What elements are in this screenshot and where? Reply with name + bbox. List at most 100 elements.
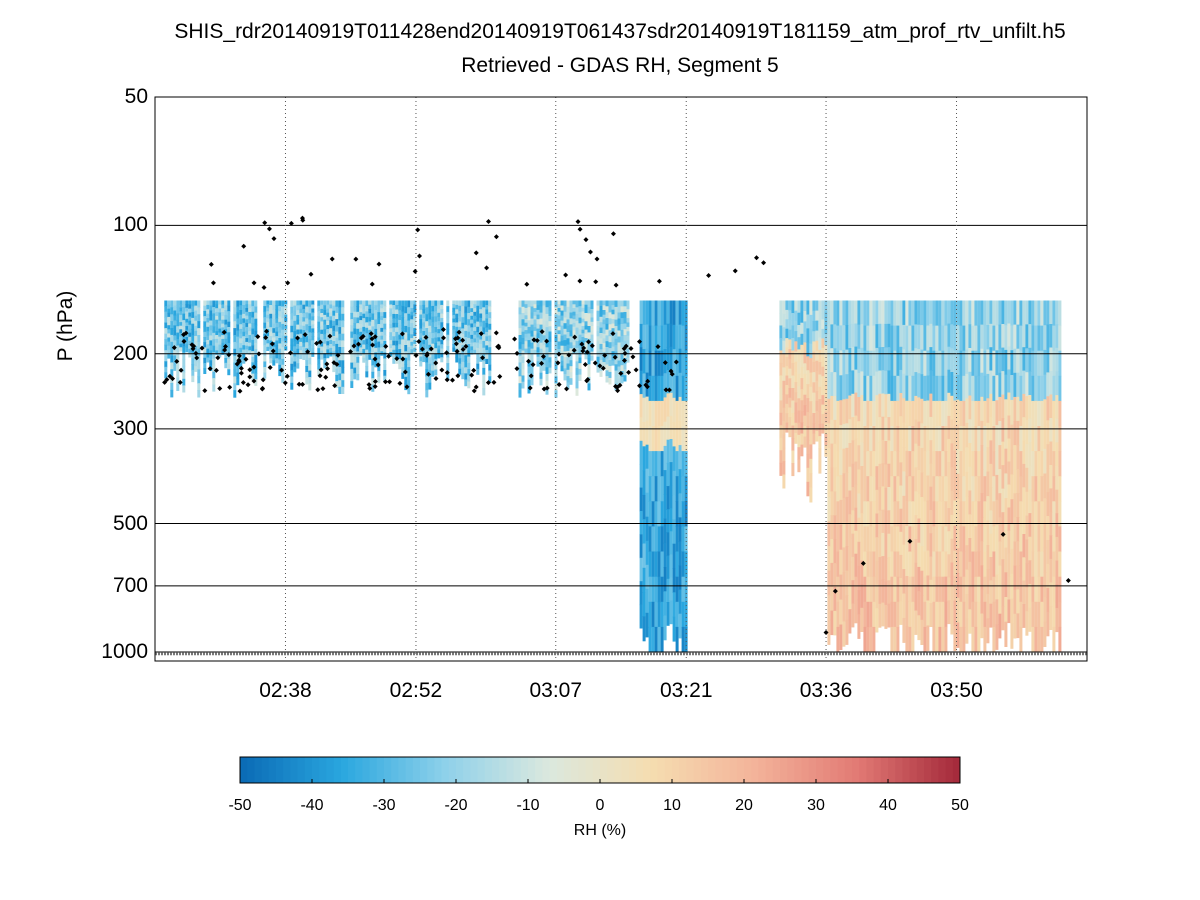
heatmap-cell <box>863 451 867 477</box>
heatmap-cell <box>218 332 222 338</box>
heatmap-cell <box>584 300 588 306</box>
heatmap-cell <box>389 304 393 310</box>
heatmap-cell <box>851 323 855 348</box>
heatmap-cell <box>785 338 789 349</box>
heatmap-cell <box>1055 442 1059 467</box>
heatmap-cell <box>974 426 978 452</box>
heatmap-cell <box>329 304 333 310</box>
heatmap-cell <box>299 350 303 355</box>
heatmap-cell <box>323 348 327 354</box>
heatmap-cell <box>239 310 243 316</box>
heatmap-cell <box>917 445 921 471</box>
colorbar-swatch <box>254 757 263 783</box>
heatmap-cell <box>422 304 426 310</box>
heatmap-cell <box>248 338 252 344</box>
heatmap-cell <box>359 331 363 337</box>
heatmap-cell <box>681 426 685 452</box>
heatmap-cell <box>293 305 297 312</box>
heatmap-cell <box>923 375 927 402</box>
heatmap-cell <box>968 348 972 373</box>
heatmap-cell <box>185 344 189 349</box>
heatmap-cell <box>320 342 324 348</box>
heatmap-cell <box>617 372 621 380</box>
heatmap-cell <box>203 337 207 343</box>
heatmap-cell <box>212 339 216 347</box>
heatmap-cell <box>428 306 432 314</box>
heatmap-cell <box>566 382 570 390</box>
heatmap-cell <box>818 399 822 412</box>
heatmap-cell <box>536 361 540 367</box>
heatmap-cell <box>581 322 585 327</box>
heatmap-cell <box>218 336 222 342</box>
heatmap-cell <box>218 340 222 346</box>
heatmap-cell <box>437 321 441 326</box>
heatmap-cell <box>657 350 661 377</box>
cloud-top-marker <box>227 384 233 390</box>
heatmap-cell <box>326 308 330 314</box>
heatmap-cell <box>1010 300 1014 326</box>
heatmap-cell <box>854 392 858 417</box>
heatmap-cell <box>539 378 543 386</box>
heatmap-cell <box>956 498 960 525</box>
heatmap-cell <box>1010 598 1014 624</box>
heatmap-cell <box>1055 347 1059 372</box>
heatmap-cell <box>326 329 330 334</box>
heatmap-cell <box>890 325 894 352</box>
heatmap-cell <box>782 354 786 369</box>
heatmap-cell <box>932 626 936 653</box>
heatmap-cell <box>884 441 888 465</box>
heatmap-cell <box>362 322 366 328</box>
heatmap-cell <box>938 551 942 578</box>
heatmap-cell <box>320 346 324 352</box>
heatmap-cell <box>863 551 867 578</box>
heatmap-cell <box>404 313 408 321</box>
heatmap-cell <box>818 386 822 400</box>
heatmap-cell <box>1034 551 1038 578</box>
heatmap-cell <box>197 369 201 377</box>
heatmap-cell <box>395 314 399 320</box>
heatmap-cell <box>245 300 249 305</box>
heatmap-cell <box>839 400 843 426</box>
heatmap-cell <box>806 398 810 413</box>
heatmap-cell <box>947 600 951 625</box>
heatmap-cell <box>404 325 408 333</box>
heatmap-cell <box>794 371 798 383</box>
heatmap-cell <box>383 370 387 377</box>
heatmap-cell <box>1040 601 1044 628</box>
heatmap-cell <box>1016 396 1020 422</box>
heatmap-cell <box>678 421 682 446</box>
heatmap-cell <box>639 534 643 559</box>
heatmap-cell <box>872 300 876 327</box>
heatmap-cell <box>902 373 906 399</box>
heatmap-cell <box>401 367 405 374</box>
heatmap-cell <box>1004 325 1008 351</box>
heatmap-cell <box>1052 601 1056 628</box>
heatmap-cell <box>278 321 282 328</box>
heatmap-cell <box>197 307 201 315</box>
heatmap-cell <box>896 375 900 402</box>
heatmap-cell <box>602 300 606 306</box>
heatmap-cell <box>305 336 309 343</box>
heatmap-cell <box>782 407 786 422</box>
heatmap-cell <box>434 305 438 312</box>
heatmap-cell <box>530 378 534 386</box>
heatmap-cell <box>302 308 306 314</box>
heatmap-cell <box>380 304 384 309</box>
heatmap-cell <box>251 334 255 341</box>
heatmap-cell <box>251 311 255 318</box>
heatmap-cell <box>569 330 573 337</box>
heatmap-cell <box>185 300 189 305</box>
heatmap-cell <box>869 375 873 402</box>
cloud-top-marker <box>261 284 267 290</box>
heatmap-cell <box>1043 522 1047 549</box>
heatmap-cell <box>518 390 522 398</box>
heatmap-cell <box>362 340 366 346</box>
heatmap-cell <box>809 415 813 431</box>
heatmap-cell <box>254 318 258 326</box>
heatmap-cell <box>962 626 966 653</box>
heatmap-cell <box>218 304 222 310</box>
colorbar-swatch <box>780 757 788 783</box>
heatmap-cell <box>1046 396 1050 421</box>
heatmap-cell <box>884 300 888 325</box>
cloud-top-marker <box>332 383 338 389</box>
